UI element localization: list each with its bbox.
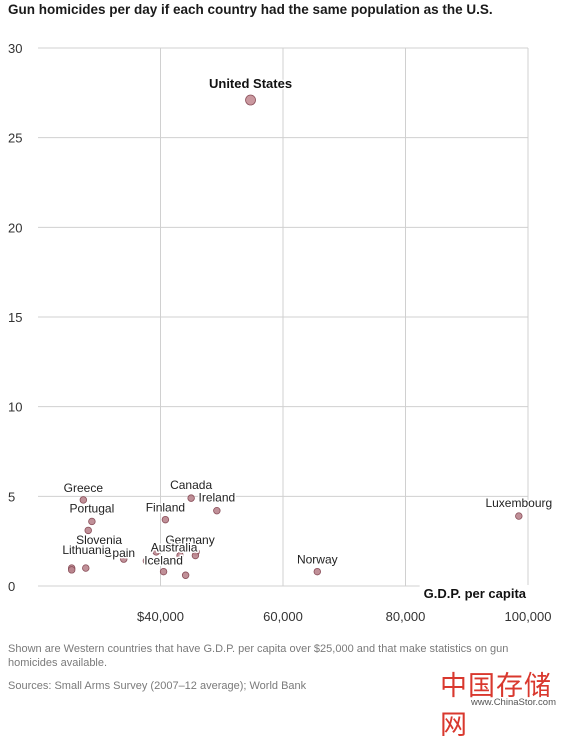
y-tick-label: 5 [8,489,15,504]
data-point [213,506,221,515]
y-tick-label: 15 [8,310,22,325]
y-tick-label: 20 [8,220,22,235]
data-point [152,548,160,556]
data-point-label: Iceland [144,554,183,568]
data-point-label: Slovenia [76,533,122,547]
data-point [191,551,200,560]
x-tick-label: 80,000 [386,609,426,624]
data-point [161,515,170,524]
watermark-url: www.ChinaStor.com [471,697,557,708]
y-tick-label: 10 [8,400,22,415]
chart-note: Shown are Western countries that have G.… [8,643,509,669]
data-point [97,548,105,556]
data-point-label: Norway [297,553,338,567]
data-point [88,517,96,526]
data-point [187,494,195,502]
data-point [82,564,90,572]
data-point-label: Ireland [198,491,235,505]
data-point-label: Australia [151,541,198,555]
x-axis-title-background [419,585,529,602]
y-tick-label: 30 [8,41,22,56]
data-point-label: Lithuania [62,543,111,557]
data-point [84,526,92,535]
y-tick-label: 25 [8,131,22,146]
data-point-label: Greece [64,481,104,495]
data-point-label: Finland [146,501,185,515]
data-point [120,555,128,563]
data-point [181,571,190,579]
data-point-label: Portugal [70,501,115,515]
x-tick-label: 60,000 [263,609,303,624]
data-point-label: Canada [170,478,212,492]
x-axis-title: G.D.P. per capita [424,586,527,601]
data-point-label: United States [209,76,292,91]
chart-title: Gun homicides per day if each country ha… [8,2,493,17]
x-tick-label: 100,000 [505,609,552,624]
data-point [79,496,88,504]
data-point [313,567,321,576]
data-point-label: Germany [165,533,214,547]
data-point [67,566,76,574]
data-point [159,567,168,576]
data-point [515,512,523,520]
scatter-chart: 0 5 10 15 20 25 30 $40,000 60,000 80,000 100,000 G.… [8,41,554,624]
data-point [245,94,256,106]
data-point-label: Luxembourg [485,496,552,510]
data-point-label: Spain [104,546,135,560]
data-point [142,557,151,565]
y-tick-label: 0 [8,579,15,594]
x-tick-label: $40,000 [137,609,184,624]
data-point [176,551,184,560]
chart-sources: Sources: Small Arms Survey (2007–12 aver… [8,680,307,692]
